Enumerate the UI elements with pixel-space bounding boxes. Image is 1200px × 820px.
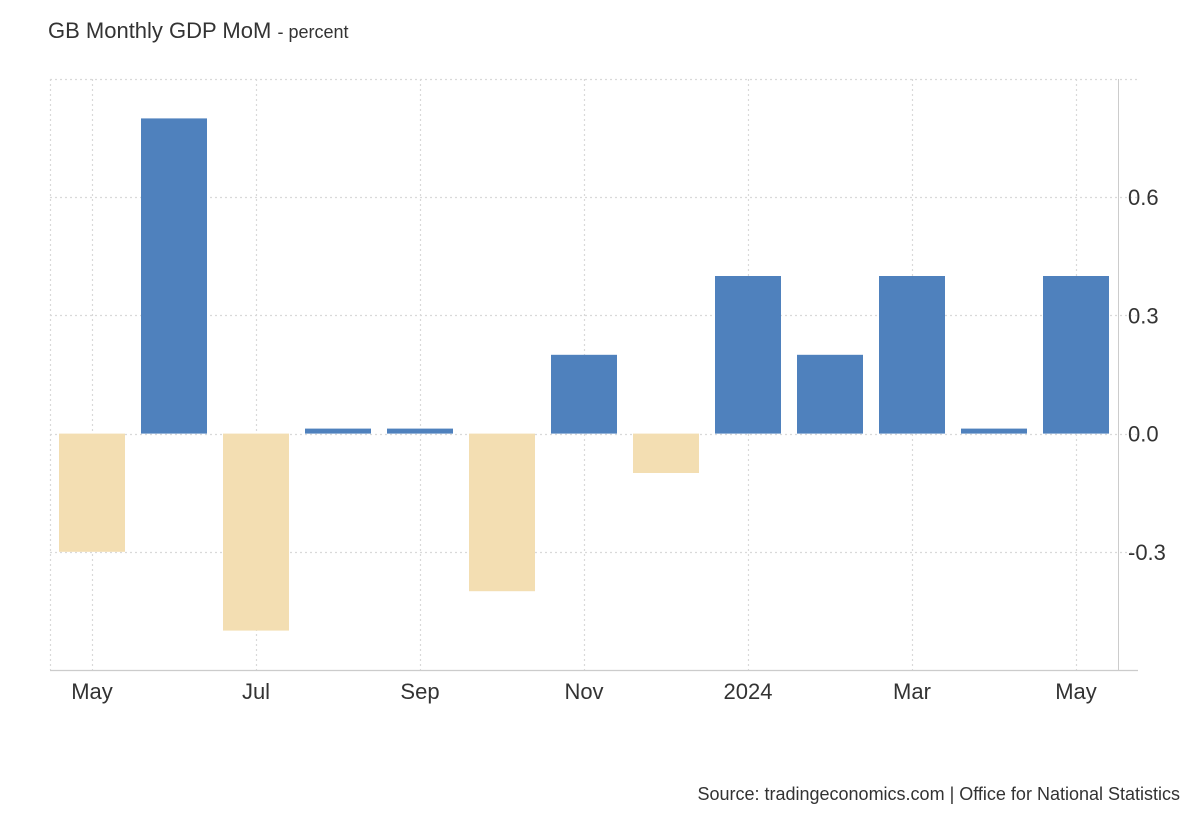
axis-layer: May Jul Sep Nov 2024 Mar May -0.3 0.0 0.3 0.6 [50,79,1166,704]
x-tick-label: 2024 [724,679,773,704]
bar-chart: May Jul Sep Nov 2024 Mar May -0.3 0.0 0.3 0.6 [49,78,1166,704]
bar-aug-2023 [305,428,371,434]
bar-dec-2023 [633,433,699,473]
bar-mar-2024 [879,276,945,434]
chart-title: GB Monthly GDP MoM - percent [48,18,349,44]
source-note: Source: tradingeconomics.com | Office fo… [697,784,1180,804]
bar-jun-2023 [141,118,207,434]
bar-oct-2023 [469,433,535,592]
y-tick-label: 0.0 [1128,422,1159,447]
chart-title-text: GB Monthly GDP MoM [48,18,272,43]
bar-may-2023 [59,433,125,552]
bar-may-2024 [1043,276,1109,434]
y-tick-label: 0.3 [1128,303,1159,328]
x-tick-label: Sep [400,679,439,704]
bar-feb-2024 [797,354,863,434]
x-tick-label: May [1055,679,1097,704]
x-tick-label: Nov [564,679,603,704]
x-tick-label: Mar [893,679,931,704]
chart-unit-label: - percent [277,22,349,42]
x-tick-label: May [71,679,113,704]
y-tick-label: 0.6 [1128,185,1159,210]
y-tick-label: -0.3 [1128,540,1166,565]
bars-layer [59,118,1109,631]
bar-jan-2024 [715,276,781,434]
bar-sep-2023 [387,428,453,434]
bar-apr-2024 [961,428,1027,434]
bar-jul-2023 [223,433,289,631]
bar-nov-2023 [551,354,617,434]
x-tick-label: Jul [242,679,270,704]
